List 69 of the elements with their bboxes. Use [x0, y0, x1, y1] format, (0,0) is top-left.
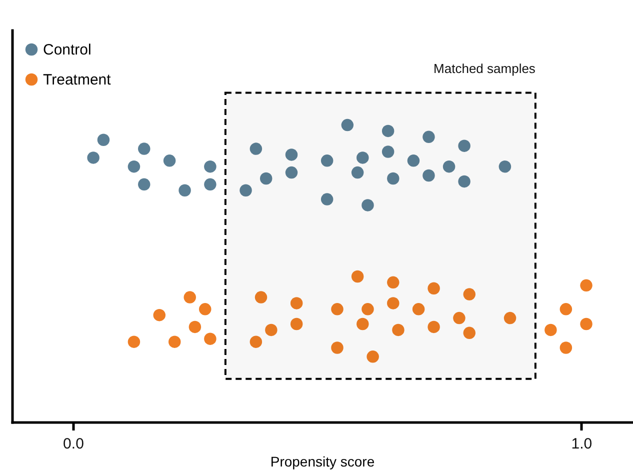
point: [138, 142, 150, 155]
point: [188, 320, 202, 334]
point: [184, 291, 196, 304]
point: [204, 160, 216, 173]
point: [458, 140, 470, 152]
point: [356, 152, 369, 164]
point: [138, 178, 150, 191]
point: [387, 172, 400, 185]
point: [290, 318, 303, 330]
point: [504, 312, 516, 324]
point: [260, 172, 272, 185]
point: [387, 297, 400, 310]
point: [320, 154, 334, 167]
legend-label: Treatment: [43, 72, 112, 88]
point: [265, 324, 278, 336]
x-tick-label: 0.0: [63, 436, 84, 452]
point: [198, 303, 212, 316]
point: [153, 308, 166, 322]
point: [362, 303, 374, 316]
point: [428, 320, 440, 334]
x-axis-title: Propensity score: [270, 454, 375, 470]
point: [498, 160, 512, 173]
point: [580, 318, 592, 330]
point: [178, 184, 191, 196]
point: [351, 166, 364, 179]
point: [250, 336, 262, 348]
point: [422, 169, 435, 182]
point: [87, 152, 100, 164]
point: [412, 303, 425, 316]
point: [128, 160, 140, 173]
point: [580, 279, 592, 292]
point: [331, 342, 344, 354]
point: [356, 318, 369, 330]
point: [458, 175, 470, 188]
point: [387, 276, 400, 289]
point: [362, 199, 374, 212]
point: [351, 270, 364, 283]
x-tick-label: 1.0: [571, 436, 592, 452]
legend-label: Control: [43, 42, 92, 58]
band-label: Matched samples: [434, 61, 536, 76]
point: [250, 142, 262, 155]
point: [163, 154, 176, 167]
point: [331, 303, 344, 316]
point: [168, 336, 181, 348]
point: [560, 342, 572, 354]
point: [463, 288, 476, 300]
point: [382, 146, 394, 158]
point: [128, 336, 140, 348]
point: [290, 297, 303, 310]
point: [382, 124, 394, 138]
point: [204, 178, 216, 191]
point: [544, 324, 557, 336]
point: [442, 160, 456, 173]
point: [428, 282, 440, 294]
point: [392, 324, 404, 336]
point: [285, 166, 298, 179]
point: [341, 118, 354, 132]
point: [254, 291, 268, 304]
point: [560, 303, 572, 316]
point: [320, 193, 334, 206]
point: [97, 134, 110, 146]
point: [407, 154, 420, 167]
point: [453, 312, 466, 324]
point: [366, 350, 379, 363]
point: [204, 332, 216, 345]
point: [463, 326, 476, 340]
point: [240, 184, 252, 196]
point: [422, 130, 435, 144]
point: [285, 148, 298, 161]
